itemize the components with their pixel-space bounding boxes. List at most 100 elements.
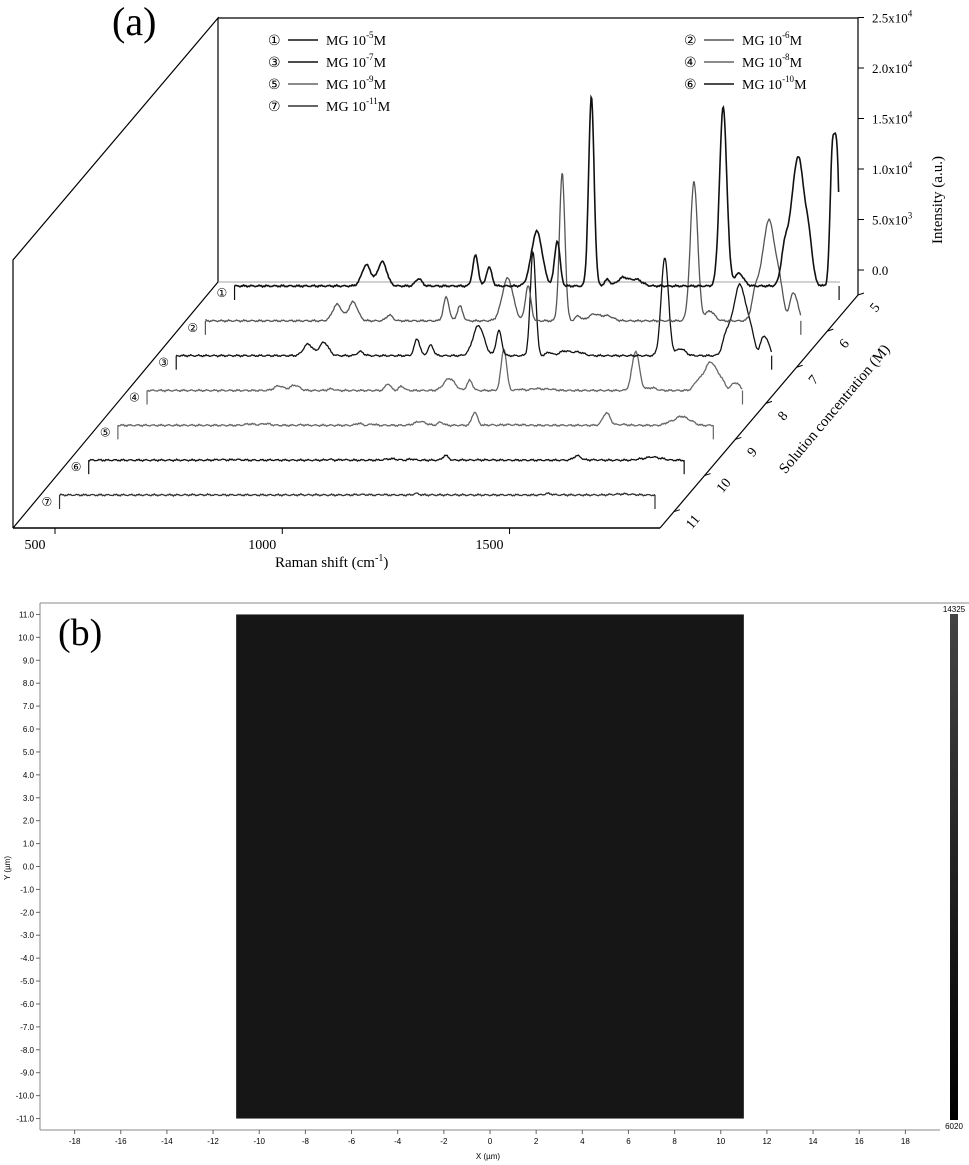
concentration-ticks: 567891011 bbox=[674, 293, 884, 532]
box-frame-left-wall bbox=[13, 18, 218, 528]
y-tick-label: 1.0x104 bbox=[872, 160, 913, 177]
map-x-tick-label: -14 bbox=[161, 1137, 173, 1146]
map-y-tick-label: 4.0 bbox=[23, 771, 35, 780]
map-x-tick-label: 2 bbox=[534, 1137, 539, 1146]
map-y-tick-label: -9.0 bbox=[20, 1069, 34, 1078]
raman-intensity-map bbox=[236, 614, 744, 1118]
map-y-tick-label: -5.0 bbox=[20, 977, 34, 986]
map-x-tick-label: -16 bbox=[115, 1137, 127, 1146]
map-y-tick-label: -3.0 bbox=[20, 931, 34, 940]
z-axis-label: Solution concentration (M) bbox=[776, 342, 893, 477]
legend-marker: ① bbox=[268, 32, 281, 48]
map-x-tick-label: -18 bbox=[69, 1137, 81, 1146]
map-x-tick-label: 12 bbox=[762, 1137, 771, 1146]
map-x-tick-label: 10 bbox=[716, 1137, 725, 1146]
y-axis-label: Intensity (a.u.) bbox=[930, 156, 946, 244]
legend-label: MG 10-9M bbox=[326, 74, 387, 93]
colorbar-min-label: 6020 bbox=[945, 1122, 963, 1131]
y-tick-label: 5.0x103 bbox=[872, 211, 913, 228]
legend-item: ② MG 10-6M bbox=[684, 30, 803, 49]
legend-label: MG 10-6M bbox=[742, 30, 803, 49]
map-y-tick-label: -7.0 bbox=[20, 1023, 34, 1032]
box-frame-depth-left bbox=[13, 282, 218, 528]
map-y-tick-label: 2.0 bbox=[23, 817, 35, 826]
legend-item: ⑦ MG 10-11M bbox=[268, 96, 391, 115]
z-tick-label: 8 bbox=[776, 409, 792, 424]
series-marker-label: ⑤ bbox=[100, 425, 111, 439]
legend-label: MG 10-8M bbox=[742, 52, 803, 71]
map-y-tick-label: -2.0 bbox=[20, 908, 34, 917]
map-x-tick-label: -6 bbox=[348, 1137, 356, 1146]
x-tick-label: 1000 bbox=[248, 538, 276, 553]
map-y-tick-label: 5.0 bbox=[23, 748, 35, 757]
map-y-tick-label: 3.0 bbox=[23, 794, 35, 803]
x-axis-label: Raman shift (cm-1) bbox=[275, 553, 388, 571]
map-y-tick-label: -8.0 bbox=[20, 1046, 34, 1055]
map-y-tick-label: -1.0 bbox=[20, 885, 34, 894]
legend-item: ③ MG 10-7M bbox=[268, 52, 387, 71]
map-x-tick-label: 18 bbox=[901, 1137, 910, 1146]
intensity-ticks: 0.05.0x1031.0x1041.5x1042.0x1042.5x104 bbox=[858, 9, 913, 279]
series-marker-label: ⑦ bbox=[42, 495, 53, 509]
map-x-ticks: -18-16-14-12-10-8-6-4-2024681012141618 bbox=[69, 1130, 911, 1146]
panel-b-label: (b) bbox=[58, 612, 102, 654]
legend-label: MG 10-10M bbox=[742, 74, 807, 93]
series-marker-label: ③ bbox=[158, 356, 169, 370]
z-tick-label: 5 bbox=[868, 301, 884, 316]
legend-item: ⑤ MG 10-9M bbox=[268, 74, 387, 93]
y-tick-label: 2.0x104 bbox=[872, 59, 913, 76]
spectrum-line bbox=[118, 412, 713, 426]
legend-item: ⑥ MG 10-10M bbox=[684, 74, 807, 93]
legend-marker: ⑤ bbox=[268, 76, 281, 92]
legend-label: MG 10-5M bbox=[326, 30, 387, 49]
map-y-tick-label: 11.0 bbox=[19, 610, 35, 619]
spectrum-line bbox=[60, 493, 655, 496]
legend-marker: ② bbox=[684, 32, 697, 48]
legend-label: MG 10-11M bbox=[326, 96, 391, 115]
legend-marker: ⑦ bbox=[268, 98, 281, 114]
map-y-axis-label: Y (µm) bbox=[3, 856, 12, 880]
map-x-tick-label: 0 bbox=[488, 1137, 493, 1146]
y-tick-label: 0.0 bbox=[872, 263, 888, 278]
colorbar bbox=[950, 614, 958, 1120]
z-tick-label: 6 bbox=[837, 337, 853, 352]
panel-a-label: (a) bbox=[112, 0, 156, 44]
map-y-tick-label: 1.0 bbox=[23, 840, 35, 849]
map-x-tick-label: -2 bbox=[440, 1137, 448, 1146]
map-y-tick-label: -4.0 bbox=[20, 954, 34, 963]
z-tick-label: 11 bbox=[683, 512, 703, 532]
legend-item: ④MG 10-8M bbox=[684, 52, 803, 71]
map-y-tick-label: 10.0 bbox=[18, 633, 34, 642]
legend-item: ① MG 10-5M bbox=[268, 30, 387, 49]
map-y-tick-label: 9.0 bbox=[23, 656, 35, 665]
map-x-tick-label: 6 bbox=[626, 1137, 631, 1146]
map-x-axis-label: X (µm) bbox=[476, 1152, 500, 1161]
map-y-tick-label: 0.0 bbox=[23, 863, 35, 872]
map-x-tick-label: -4 bbox=[394, 1137, 402, 1146]
spectra-series: ⑦⑥⑤④③②① bbox=[42, 97, 840, 509]
y-tick-label: 1.5x104 bbox=[872, 110, 913, 127]
legend-marker: ③ bbox=[268, 54, 281, 70]
legend-label: MG 10-7M bbox=[326, 52, 387, 71]
map-y-tick-label: 8.0 bbox=[23, 679, 35, 688]
map-x-tick-label: -10 bbox=[253, 1137, 265, 1146]
map-x-tick-label: 16 bbox=[855, 1137, 864, 1146]
map-y-tick-label: -6.0 bbox=[20, 1000, 34, 1009]
spectrum-line bbox=[89, 455, 684, 461]
map-y-tick-label: 7.0 bbox=[23, 702, 35, 711]
map-x-tick-label: -8 bbox=[302, 1137, 310, 1146]
panel-b-raman-map: (b) -18-16-14-12-10-8-6-4-20246810121416… bbox=[3, 603, 969, 1161]
legend-marker: ⑥ bbox=[684, 76, 697, 92]
raman-shift-ticks: 50010001500 bbox=[25, 528, 510, 553]
spectrum-line bbox=[235, 97, 839, 287]
colorbar-max-label: 14325 bbox=[943, 605, 966, 614]
z-tick-label: 10 bbox=[714, 476, 734, 496]
map-y-ticks: 11.0 10.0 9.0 8.0 7.0 6.0 5.0 4.0 3.0 2.0 1.0 0.0 -1… bbox=[16, 610, 40, 1123]
series-marker-label: ① bbox=[217, 286, 228, 300]
z-tick-label: 9 bbox=[745, 445, 761, 460]
series-marker-label: ④ bbox=[129, 391, 140, 405]
map-y-tick-label: 6.0 bbox=[23, 725, 35, 734]
x-tick-label: 1500 bbox=[476, 538, 504, 553]
series-marker-label: ⑥ bbox=[71, 460, 82, 474]
map-y-tick-label: -10.0 bbox=[16, 1092, 35, 1101]
